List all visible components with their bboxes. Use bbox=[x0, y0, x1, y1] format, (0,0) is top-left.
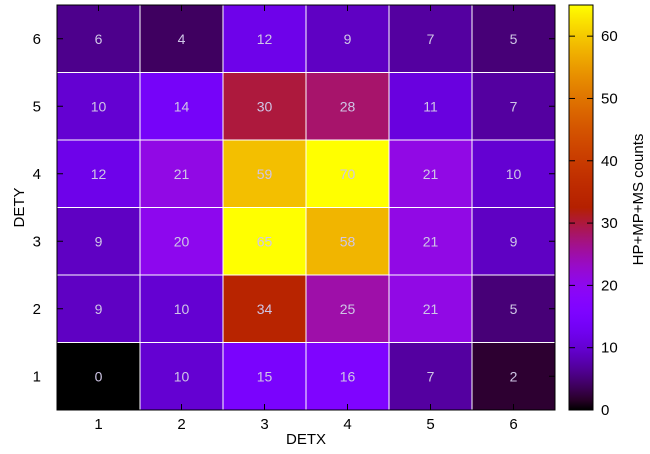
heatmap-cell bbox=[305, 4, 390, 73]
y-tick-label: 2 bbox=[33, 301, 41, 318]
heatmap-cell bbox=[388, 342, 473, 411]
cell-value-label: 15 bbox=[257, 368, 273, 384]
heatmap-cell bbox=[56, 342, 141, 411]
cell-value-label: 59 bbox=[257, 166, 273, 182]
heatmap-cell bbox=[222, 274, 307, 343]
y-tick-label: 3 bbox=[33, 233, 41, 250]
x-tick-label: 3 bbox=[260, 416, 268, 433]
cell-value-label: 21 bbox=[423, 233, 439, 249]
y-tick-label: 1 bbox=[33, 368, 41, 385]
cell-value-label: 7 bbox=[427, 368, 435, 384]
colorbar-tick-label: 30 bbox=[601, 215, 618, 232]
cell-value-label: 4 bbox=[178, 31, 186, 47]
cell-value-label: 9 bbox=[344, 31, 352, 47]
heatmap-cell bbox=[56, 72, 141, 141]
colorbar bbox=[568, 4, 594, 411]
heatmap-cell bbox=[56, 139, 141, 208]
heatmap-cell bbox=[56, 274, 141, 343]
heatmap-cell bbox=[305, 72, 390, 141]
colorbar-tick-label: 10 bbox=[601, 340, 618, 357]
cell-value-label: 10 bbox=[174, 301, 190, 317]
cell-value-label: 11 bbox=[423, 98, 438, 114]
x-tick-label: 2 bbox=[177, 416, 185, 433]
cell-value-labels: 0 10 15 16 7 29 10 34 25 21 59 20 65 58 21 912 21 59 70 21 1… bbox=[91, 31, 522, 385]
heatmap-cell bbox=[222, 139, 307, 208]
cell-value-label: 34 bbox=[257, 301, 273, 317]
cell-value-label: 20 bbox=[174, 233, 190, 249]
cell-value-label: 21 bbox=[423, 301, 439, 317]
cell-value-label: 12 bbox=[257, 31, 273, 47]
plot-frame bbox=[56, 4, 556, 411]
heatmap-cell bbox=[388, 207, 473, 276]
cell-value-label: 6 bbox=[95, 31, 103, 47]
heatmap-cell bbox=[139, 274, 224, 343]
y-tick-label: 6 bbox=[33, 31, 41, 48]
heatmap-cell bbox=[56, 207, 141, 276]
cell-value-label: 9 bbox=[510, 233, 518, 249]
heatmap-cell bbox=[471, 207, 556, 276]
cell-value-label: 70 bbox=[340, 166, 356, 182]
cell-value-label: 10 bbox=[174, 368, 190, 384]
colorbar-label: HP+MP+MS counts bbox=[630, 134, 647, 266]
cell-value-label: 14 bbox=[174, 98, 190, 114]
heatmap-cell bbox=[471, 274, 556, 343]
heatmap-cell bbox=[388, 139, 473, 208]
heatmap-cell bbox=[305, 274, 390, 343]
heatmap-cell bbox=[471, 4, 556, 73]
heatmap-cell bbox=[305, 207, 390, 276]
cell-value-label: 28 bbox=[340, 98, 356, 114]
colorbar-tick-label: 50 bbox=[601, 90, 618, 107]
cell-value-label: 0 bbox=[95, 368, 103, 384]
cell-value-label: 12 bbox=[91, 166, 107, 182]
cell-value-label: 10 bbox=[506, 166, 522, 182]
heatmap-cell bbox=[471, 342, 556, 411]
cell-value-label: 9 bbox=[95, 301, 103, 317]
cell-value-label: 25 bbox=[340, 301, 356, 317]
heatmap-cell bbox=[388, 72, 473, 141]
heatmap-cells bbox=[56, 4, 556, 411]
heatmap-cell bbox=[388, 4, 473, 73]
cell-value-label: 9 bbox=[95, 233, 103, 249]
heatmap-cell bbox=[222, 72, 307, 141]
cell-value-label: 5 bbox=[510, 301, 518, 317]
heatmap-cell bbox=[305, 342, 390, 411]
cell-value-label: 2 bbox=[510, 368, 518, 384]
colorbar-tick-label: 40 bbox=[601, 153, 618, 170]
x-axis-label: DETX bbox=[286, 431, 326, 448]
cell-value-label: 21 bbox=[423, 166, 439, 182]
cell-value-label: 58 bbox=[340, 233, 356, 249]
x-tick-label: 1 bbox=[94, 416, 102, 433]
x-tick-label: 6 bbox=[509, 416, 517, 433]
x-tick-label: 5 bbox=[426, 416, 434, 433]
cell-value-label: 7 bbox=[510, 98, 518, 114]
x-tick-label: 4 bbox=[343, 416, 351, 433]
colorbar-tick-label: 0 bbox=[601, 402, 609, 419]
cell-value-label: 5 bbox=[510, 31, 518, 47]
colorbar-tick-label: 20 bbox=[601, 277, 618, 294]
y-tick-label: 4 bbox=[33, 166, 41, 183]
heatmap-cell bbox=[139, 342, 224, 411]
heatmap-cell bbox=[139, 139, 224, 208]
cell-value-label: 7 bbox=[427, 31, 435, 47]
cell-value-label: 65 bbox=[257, 233, 273, 249]
cell-value-label: 30 bbox=[257, 98, 273, 114]
cell-value-label: 21 bbox=[174, 166, 190, 182]
y-tick-label: 5 bbox=[33, 98, 41, 115]
colorbar-tick-label: 60 bbox=[601, 28, 618, 45]
cell-value-label: 10 bbox=[91, 98, 107, 114]
cell-value-label: 16 bbox=[340, 368, 356, 384]
colorbar-ticks: 0 10 20 30 40 50 60 bbox=[569, 28, 618, 419]
y-axis-label: DETY bbox=[11, 187, 28, 227]
